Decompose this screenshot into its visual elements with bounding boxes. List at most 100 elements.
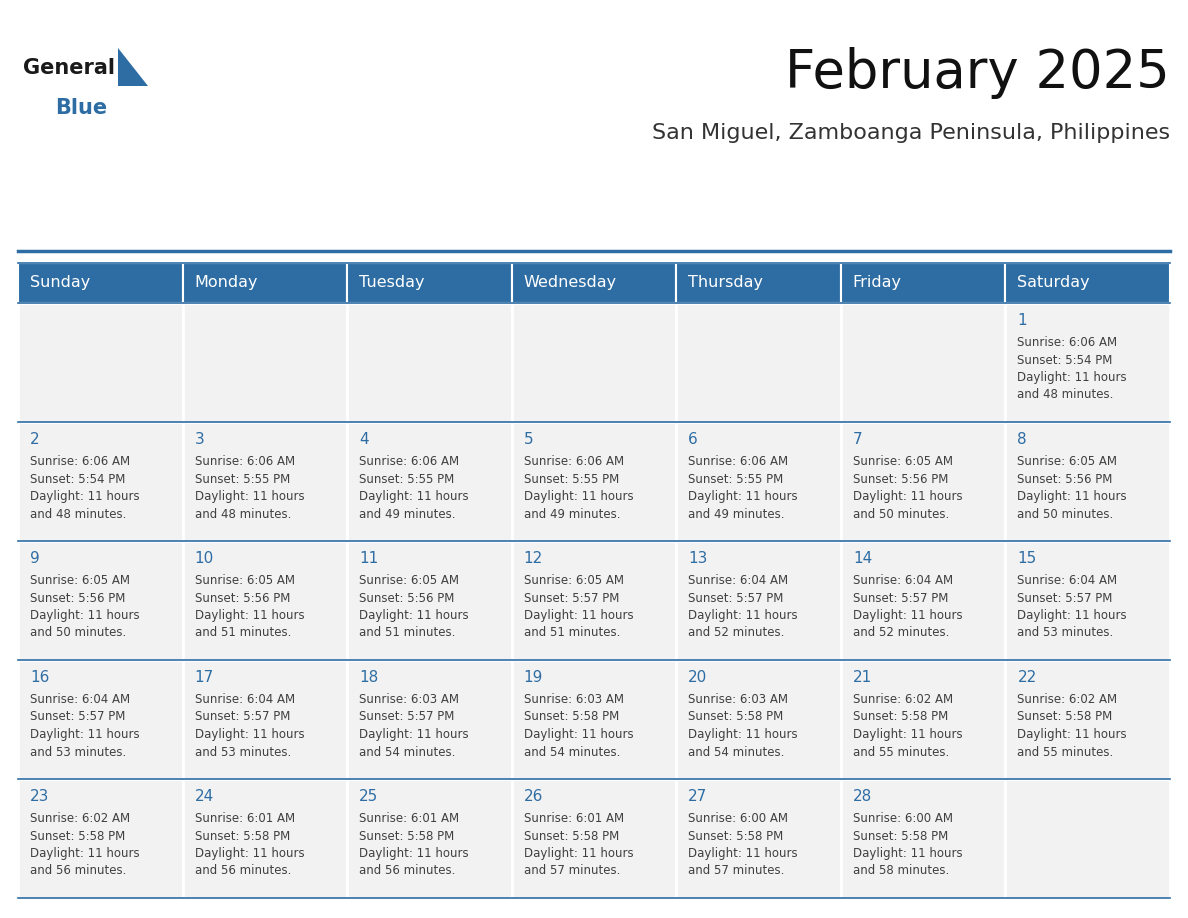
Text: Daylight: 11 hours: Daylight: 11 hours [30,490,140,503]
Text: Sunset: 5:57 PM: Sunset: 5:57 PM [524,591,619,604]
Text: and 54 minutes.: and 54 minutes. [524,745,620,758]
Text: and 52 minutes.: and 52 minutes. [853,626,949,640]
Text: Sunset: 5:58 PM: Sunset: 5:58 PM [853,830,948,843]
Bar [676,660,841,779]
Text: Sunset: 5:58 PM: Sunset: 5:58 PM [524,711,619,723]
Text: and 50 minutes.: and 50 minutes. [853,508,949,521]
Text: Daylight: 11 hours: Daylight: 11 hours [359,728,469,741]
Text: Sunset: 5:56 PM: Sunset: 5:56 PM [359,591,455,604]
Text: Sunrise: 6:05 AM: Sunrise: 6:05 AM [359,574,459,587]
Text: and 56 minutes.: and 56 minutes. [30,865,126,878]
Text: Sunset: 5:56 PM: Sunset: 5:56 PM [853,473,948,486]
Bar [183,422,347,541]
Text: 19: 19 [524,670,543,685]
Text: Daylight: 11 hours: Daylight: 11 hours [359,847,469,860]
Text: Sunrise: 6:06 AM: Sunrise: 6:06 AM [688,455,789,468]
Polygon shape [118,48,148,86]
Text: and 54 minutes.: and 54 minutes. [359,745,455,758]
Text: Daylight: 11 hours: Daylight: 11 hours [524,490,633,503]
Text: Sunrise: 6:05 AM: Sunrise: 6:05 AM [30,574,129,587]
Text: San Miguel, Zamboanga Peninsula, Philippines: San Miguel, Zamboanga Peninsula, Philipp… [652,123,1170,143]
Text: Daylight: 11 hours: Daylight: 11 hours [195,609,304,622]
Bar [841,779,1005,898]
Text: Sunrise: 6:04 AM: Sunrise: 6:04 AM [1017,574,1118,587]
Text: 25: 25 [359,789,379,804]
Bar [347,422,512,541]
Text: Daylight: 11 hours: Daylight: 11 hours [524,847,633,860]
Text: and 48 minutes.: and 48 minutes. [195,508,291,521]
Text: Thursday: Thursday [688,275,763,290]
Text: Sunset: 5:57 PM: Sunset: 5:57 PM [1017,591,1113,604]
Bar [1005,779,1170,898]
Bar [676,779,841,898]
Text: and 48 minutes.: and 48 minutes. [30,508,126,521]
Text: 10: 10 [195,551,214,566]
Text: 7: 7 [853,432,862,447]
Text: Daylight: 11 hours: Daylight: 11 hours [30,728,140,741]
Bar [841,303,1005,422]
Bar [512,422,676,541]
Text: Sunrise: 6:02 AM: Sunrise: 6:02 AM [30,812,131,825]
Bar [841,660,1005,779]
Text: Sunrise: 6:01 AM: Sunrise: 6:01 AM [359,812,460,825]
Text: and 54 minutes.: and 54 minutes. [688,745,784,758]
Text: 4: 4 [359,432,368,447]
Text: Daylight: 11 hours: Daylight: 11 hours [195,728,304,741]
Text: 28: 28 [853,789,872,804]
Text: and 50 minutes.: and 50 minutes. [30,626,126,640]
Bar [347,303,512,422]
Text: 9: 9 [30,551,39,566]
Bar [18,541,183,660]
Bar [1005,660,1170,779]
Text: Tuesday: Tuesday [359,275,424,290]
Text: 1: 1 [1017,313,1028,328]
Bar [841,541,1005,660]
Text: Daylight: 11 hours: Daylight: 11 hours [359,609,469,622]
Bar [512,303,676,422]
Text: and 55 minutes.: and 55 minutes. [1017,745,1113,758]
Text: 6: 6 [688,432,699,447]
Bar [676,422,841,541]
Text: and 52 minutes.: and 52 minutes. [688,626,784,640]
Text: Sunrise: 6:03 AM: Sunrise: 6:03 AM [524,693,624,706]
Text: 8: 8 [1017,432,1028,447]
Text: 3: 3 [195,432,204,447]
Bar [676,303,841,422]
Text: Sunset: 5:58 PM: Sunset: 5:58 PM [195,830,290,843]
Text: Sunrise: 6:04 AM: Sunrise: 6:04 AM [30,693,131,706]
Text: Sunset: 5:54 PM: Sunset: 5:54 PM [1017,353,1113,366]
Bar [183,263,347,303]
Text: Sunrise: 6:04 AM: Sunrise: 6:04 AM [688,574,789,587]
Text: and 53 minutes.: and 53 minutes. [30,745,126,758]
Text: Sunset: 5:54 PM: Sunset: 5:54 PM [30,473,126,486]
Text: Sunset: 5:58 PM: Sunset: 5:58 PM [359,830,454,843]
Text: and 48 minutes.: and 48 minutes. [1017,388,1114,401]
Text: Sunset: 5:57 PM: Sunset: 5:57 PM [30,711,126,723]
Text: Sunset: 5:55 PM: Sunset: 5:55 PM [524,473,619,486]
Text: 20: 20 [688,670,708,685]
Text: Daylight: 11 hours: Daylight: 11 hours [688,490,798,503]
Bar [183,303,347,422]
Text: Sunset: 5:56 PM: Sunset: 5:56 PM [195,591,290,604]
Text: Sunrise: 6:05 AM: Sunrise: 6:05 AM [1017,455,1118,468]
Text: and 50 minutes.: and 50 minutes. [1017,508,1113,521]
Text: Daylight: 11 hours: Daylight: 11 hours [524,728,633,741]
Bar [347,779,512,898]
Text: 16: 16 [30,670,50,685]
Text: Daylight: 11 hours: Daylight: 11 hours [30,609,140,622]
Text: 14: 14 [853,551,872,566]
Text: Sunrise: 6:06 AM: Sunrise: 6:06 AM [1017,336,1118,349]
Text: Wednesday: Wednesday [523,275,617,290]
Bar [1005,422,1170,541]
Text: and 49 minutes.: and 49 minutes. [359,508,456,521]
Text: Daylight: 11 hours: Daylight: 11 hours [359,490,469,503]
Text: Friday: Friday [852,275,902,290]
Text: and 57 minutes.: and 57 minutes. [688,865,784,878]
Text: 18: 18 [359,670,379,685]
Bar [676,263,841,303]
Text: and 51 minutes.: and 51 minutes. [359,626,455,640]
Text: Daylight: 11 hours: Daylight: 11 hours [195,847,304,860]
Text: and 49 minutes.: and 49 minutes. [688,508,785,521]
Text: 12: 12 [524,551,543,566]
Text: 23: 23 [30,789,50,804]
